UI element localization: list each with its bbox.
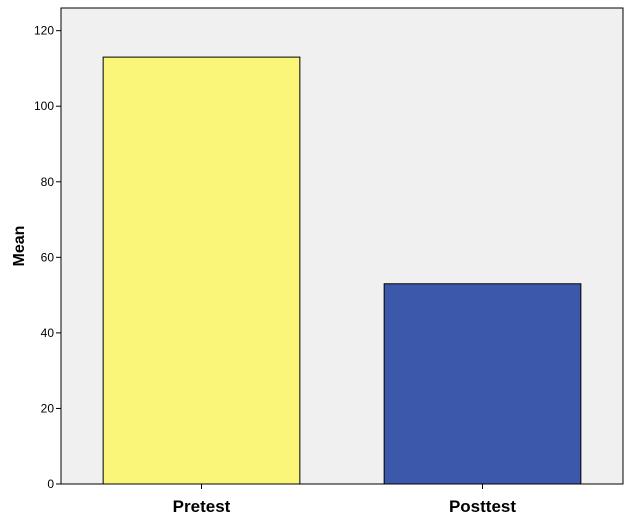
bar-pretest <box>102 56 301 485</box>
bar-posttest <box>383 283 582 485</box>
y-tick-label: 40 <box>41 326 55 340</box>
axes-layer <box>60 8 623 485</box>
y-tick-label: 20 <box>41 401 55 415</box>
y-ticks-layer: 0 20 40 60 80 100 120 <box>34 24 61 491</box>
y-tick-label: 80 <box>41 175 55 189</box>
y-tick-label: 120 <box>34 24 54 38</box>
y-tick-label: 100 <box>34 99 54 113</box>
x-category-label: Pretest <box>173 497 231 516</box>
x-categories-layer: Pretest Posttest <box>173 484 516 516</box>
x-category-label: Posttest <box>449 497 516 516</box>
bars-layer <box>102 56 582 485</box>
y-tick-label: 60 <box>41 250 55 264</box>
y-axis-title: Mean <box>11 226 28 267</box>
y-tick-label: 0 <box>47 477 54 491</box>
